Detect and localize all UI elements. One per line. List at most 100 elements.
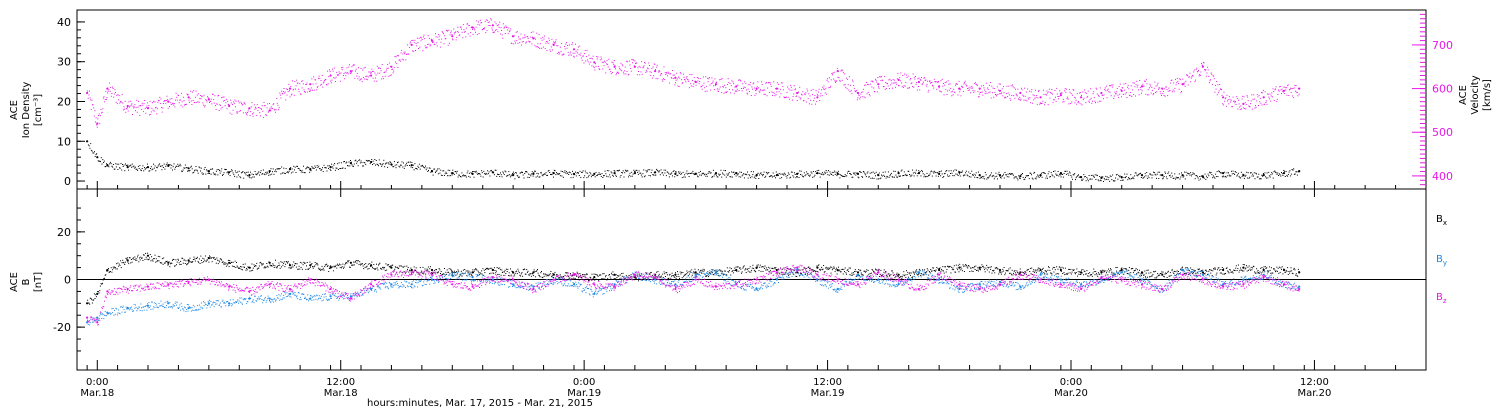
density-series-sample — [1153, 171, 1154, 173]
velocity-series-sample — [517, 42, 519, 44]
density-series-sample — [1231, 170, 1232, 172]
density-series-sample — [566, 173, 568, 175]
velocity-series-sample — [880, 80, 882, 82]
velocity-series-point — [572, 48, 576, 51]
Bx-series-sample — [586, 273, 588, 275]
velocity-series-sample — [441, 38, 443, 40]
velocity-series-sample — [1257, 96, 1259, 98]
velocity-series-sample — [1191, 76, 1193, 78]
density-series-sample — [394, 164, 396, 166]
density-series-sample — [987, 177, 989, 179]
velocity-series-sample — [1135, 95, 1136, 97]
Bx-series-sample — [121, 262, 123, 264]
density-series-sample — [397, 161, 399, 163]
density-series-sample — [559, 175, 561, 177]
velocity-series-sample — [1013, 95, 1015, 97]
velocity-series-sample — [98, 113, 100, 115]
velocity-series-sample — [865, 84, 867, 86]
velocity-series-sample — [1030, 91, 1032, 93]
density-series-sample — [119, 167, 120, 169]
Bx-series-sample — [116, 263, 118, 265]
velocity-series-sample — [1232, 96, 1234, 98]
velocity-series-sample — [499, 33, 501, 35]
density-series-point — [187, 167, 190, 170]
density-series-sample — [547, 170, 549, 172]
velocity-series-sample — [1011, 95, 1013, 96]
velocity-series-sample — [938, 87, 940, 89]
velocity-series-sample — [256, 104, 258, 106]
velocity-series-sample — [854, 90, 856, 92]
Bx-series-sample — [120, 260, 122, 262]
velocity-series-sample — [1142, 83, 1144, 85]
velocity-series-sample — [164, 100, 166, 102]
velocity-series-sample — [855, 90, 856, 92]
density-series-sample — [363, 162, 365, 163]
density-series-sample — [1175, 176, 1177, 178]
velocity-series-sample — [526, 36, 528, 38]
Bx-series-sample — [720, 270, 722, 272]
Bx-series-sample — [724, 270, 726, 272]
velocity-series-sample — [589, 58, 591, 59]
Bx-series-sample — [587, 278, 589, 280]
velocity-series-sample — [137, 106, 139, 108]
density-series-sample — [784, 172, 786, 174]
density-series-sample — [367, 160, 369, 162]
velocity-series-sample — [386, 67, 388, 69]
velocity-series-sample — [476, 20, 478, 22]
velocity-series-sample — [1145, 79, 1147, 81]
velocity-series-sample — [275, 109, 277, 111]
velocity-series-sample — [1144, 80, 1146, 82]
Bx-series-sample — [166, 260, 168, 262]
density-series-sample — [242, 171, 244, 172]
Bx-series-sample — [386, 269, 388, 271]
velocity-series-sample — [912, 73, 914, 75]
velocity-series-point — [1201, 65, 1204, 68]
velocity-series-sample — [577, 49, 579, 51]
velocity-series-sample — [957, 94, 959, 96]
velocity-series-sample — [828, 87, 830, 89]
velocity-series-sample — [268, 110, 270, 112]
velocity-series-sample — [296, 79, 298, 81]
density-series-sample — [1075, 179, 1076, 181]
Bx-series-sample — [119, 264, 121, 266]
density-series-sample — [418, 163, 420, 165]
velocity-series-point — [1019, 91, 1022, 95]
density-series-sample — [915, 172, 917, 174]
velocity-series-sample — [684, 79, 686, 80]
velocity-series-sample — [1015, 93, 1017, 95]
density-series-sample — [489, 175, 491, 177]
density-series-sample — [145, 167, 147, 169]
velocity-series-sample — [789, 89, 791, 91]
Bx-series-sample — [207, 257, 209, 259]
velocity-series-sample — [587, 61, 589, 63]
Bx-series-sample — [235, 267, 237, 268]
Bx-series-sample — [328, 271, 330, 272]
density-series-sample — [928, 174, 930, 176]
Bx-series-sample — [436, 269, 437, 271]
density-series-sample — [859, 171, 861, 172]
density-series-sample — [1192, 172, 1194, 174]
density-series-sample — [1237, 172, 1239, 174]
velocity-series-point — [897, 78, 900, 81]
density-series-sample — [479, 173, 481, 175]
density-series-sample — [1094, 174, 1096, 176]
Bx-series-sample — [549, 274, 551, 276]
Bx-series-sample — [466, 275, 468, 277]
velocity-series-sample — [644, 61, 646, 63]
density-series-sample — [741, 175, 743, 177]
velocity-series-sample — [1212, 75, 1214, 77]
velocity-series-sample — [745, 89, 747, 91]
velocity-series-sample — [324, 79, 326, 81]
velocity-series-sample — [499, 21, 501, 23]
velocity-series-sample — [959, 89, 961, 91]
velocity-series-sample — [983, 87, 985, 89]
Bx-series-sample — [301, 262, 303, 264]
density-series-sample — [656, 169, 658, 171]
velocity-series-sample — [1198, 75, 1200, 77]
velocity-series-sample — [685, 81, 687, 83]
Bx-series-sample — [345, 262, 347, 263]
density-series-sample — [1089, 178, 1091, 180]
velocity-series-sample — [758, 87, 759, 89]
density-series-sample — [1181, 172, 1182, 174]
density-series-sample — [1193, 173, 1195, 175]
